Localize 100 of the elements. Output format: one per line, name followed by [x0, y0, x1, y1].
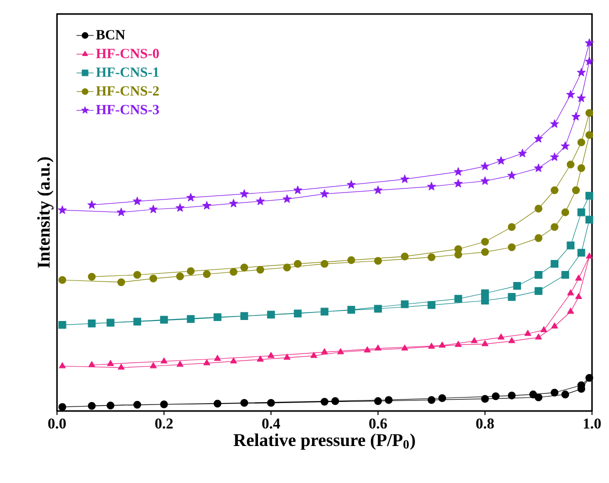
- point: [321, 348, 328, 354]
- point: [283, 264, 291, 272]
- point: [529, 390, 538, 398]
- point: [585, 131, 594, 139]
- point: [575, 293, 582, 300]
- point: [267, 399, 275, 407]
- point: [400, 174, 410, 183]
- legend-label: HF-CNS-1: [96, 68, 159, 77]
- point: [118, 364, 125, 370]
- point: [550, 186, 558, 194]
- point: [524, 330, 532, 336]
- point: [585, 109, 594, 117]
- point: [585, 374, 594, 382]
- point: [566, 242, 574, 250]
- point: [320, 189, 329, 198]
- point: [584, 56, 594, 66]
- point: [566, 90, 575, 98]
- point: [481, 248, 489, 256]
- point: [87, 200, 96, 209]
- point: [293, 186, 302, 194]
- point: [374, 304, 382, 313]
- point: [58, 321, 66, 329]
- point: [282, 194, 292, 203]
- point: [572, 112, 580, 120]
- point: [585, 216, 594, 224]
- point: [214, 354, 221, 361]
- point: [480, 176, 490, 185]
- point: [428, 396, 436, 404]
- point: [320, 308, 328, 316]
- point: [256, 356, 264, 362]
- point: [438, 394, 446, 402]
- point: [256, 196, 265, 206]
- point: [566, 160, 574, 168]
- point: [88, 320, 96, 328]
- point: [508, 243, 516, 252]
- point: [481, 394, 489, 403]
- point: [454, 294, 462, 303]
- point: [268, 352, 274, 358]
- point: [551, 322, 558, 328]
- point: [572, 186, 580, 194]
- point: [561, 390, 570, 398]
- point: [401, 344, 408, 351]
- point: [454, 179, 463, 188]
- point: [186, 315, 195, 323]
- point: [320, 260, 328, 268]
- point: [567, 289, 574, 296]
- point: [567, 308, 574, 314]
- point: [374, 397, 382, 405]
- point: [513, 282, 521, 290]
- point: [480, 162, 490, 170]
- point: [150, 362, 157, 368]
- point: [88, 272, 96, 281]
- point: [214, 313, 222, 322]
- point: [133, 318, 142, 326]
- point: [106, 402, 114, 410]
- point: [203, 359, 210, 366]
- point: [88, 402, 96, 410]
- x-tick-label: 1.0: [584, 418, 601, 429]
- point: [586, 252, 593, 259]
- point: [58, 206, 67, 214]
- point: [585, 192, 594, 200]
- point: [576, 68, 586, 76]
- point: [454, 167, 463, 176]
- point: [117, 278, 126, 286]
- point: [577, 208, 586, 216]
- point: [116, 208, 126, 216]
- point: [230, 357, 237, 364]
- point: [88, 361, 96, 368]
- point: [470, 337, 478, 344]
- point: [230, 268, 238, 276]
- point: [428, 253, 436, 262]
- y-axis-title: Intensity (a.u.): [37, 157, 54, 268]
- point: [584, 38, 594, 47]
- point: [331, 397, 340, 405]
- point: [347, 256, 356, 264]
- point: [58, 276, 66, 284]
- x-tick-label: 0.2: [155, 418, 173, 429]
- point: [550, 152, 559, 161]
- point: [148, 204, 158, 214]
- point: [534, 234, 542, 242]
- point: [518, 148, 527, 158]
- point: [240, 264, 248, 272]
- point: [374, 186, 382, 194]
- point: [534, 164, 543, 172]
- point: [267, 310, 275, 318]
- point: [320, 398, 328, 406]
- point: [310, 352, 318, 358]
- point: [214, 400, 222, 408]
- point: [550, 119, 559, 128]
- point: [575, 274, 582, 281]
- point: [374, 344, 382, 351]
- x-tick-label: 0.6: [369, 418, 387, 429]
- point: [202, 270, 211, 278]
- legend-label: BCN: [96, 30, 126, 40]
- point: [149, 274, 158, 282]
- point: [492, 392, 500, 400]
- point: [534, 134, 543, 143]
- point: [550, 223, 558, 231]
- point: [132, 196, 142, 206]
- x-tick-label: 0.4: [262, 418, 280, 429]
